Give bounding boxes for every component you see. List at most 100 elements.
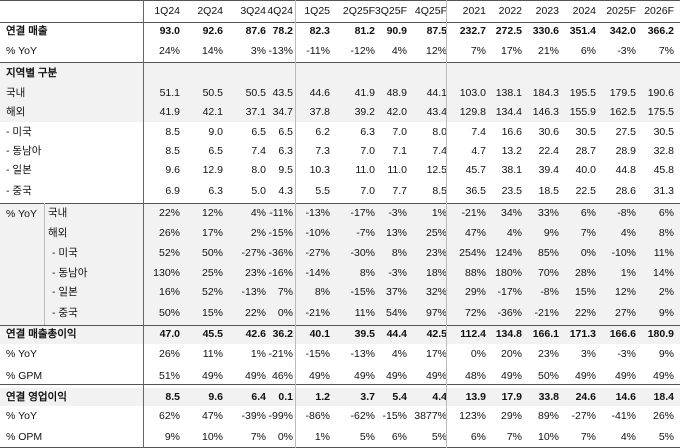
value-cell: 49% bbox=[500, 370, 522, 382]
value-cell: 8% bbox=[314, 286, 330, 298]
value-cell: 1% bbox=[431, 207, 447, 219]
value-cell: 180.9 bbox=[647, 328, 674, 340]
value-cell: 272.5 bbox=[495, 25, 522, 37]
value-cell: 103.0 bbox=[459, 87, 486, 99]
value-cell: -39% bbox=[241, 410, 266, 422]
us-yoy-row: - 미국 52% 50% -27% -36% -27% -30% 8% 23% 254% 124% 8… bbox=[0, 243, 680, 263]
value-cell: -41% bbox=[611, 410, 636, 422]
value-cell: 37.1 bbox=[245, 106, 266, 118]
value-cell: 33% bbox=[537, 207, 559, 219]
header-cell: 2025F bbox=[606, 5, 636, 17]
value-cell: 54% bbox=[385, 307, 407, 319]
value-cell: 43.4 bbox=[426, 106, 447, 118]
value-cell: 20% bbox=[500, 348, 522, 360]
value-cell: 49% bbox=[308, 370, 330, 382]
value-cell: 32% bbox=[425, 286, 447, 298]
header-cell: 4Q24 bbox=[267, 5, 293, 17]
column-divider bbox=[446, 0, 447, 448]
header-cell: 4Q25F bbox=[414, 5, 447, 17]
value-cell: 16% bbox=[158, 286, 180, 298]
value-cell: 3% bbox=[580, 348, 596, 360]
value-cell: 4% bbox=[620, 431, 636, 443]
value-cell: 27% bbox=[614, 307, 636, 319]
value-cell: 29% bbox=[464, 286, 486, 298]
china-yoy-row: - 중국 50% 15% 22% 0% -21% 11% 54% 97% 72% -36% -21% 2… bbox=[0, 302, 680, 325]
header-cell: 2022 bbox=[498, 5, 522, 17]
value-cell: 0% bbox=[277, 431, 293, 443]
row-label: % OPM bbox=[6, 431, 43, 443]
value-cell: 34% bbox=[500, 207, 522, 219]
value-cell: 28.6 bbox=[615, 185, 636, 197]
value-cell: 22% bbox=[158, 207, 180, 219]
value-cell: 138.1 bbox=[495, 87, 522, 99]
value-cell: -27% bbox=[571, 410, 596, 422]
value-cell: -17% bbox=[350, 207, 375, 219]
value-cell bbox=[634, 62, 674, 84]
value-cell: 44.8 bbox=[615, 164, 636, 176]
group-divider bbox=[44, 203, 45, 325]
value-cell: 26% bbox=[158, 348, 180, 360]
value-cell: 15% bbox=[201, 307, 223, 319]
value-cell: 8.5 bbox=[165, 145, 180, 157]
value-cell: 7.0 bbox=[392, 126, 407, 138]
value-cell: 26% bbox=[652, 410, 674, 422]
value-cell: 5.5 bbox=[315, 185, 330, 197]
value-cell: 40.1 bbox=[309, 328, 330, 340]
value-cell: 7.4 bbox=[471, 126, 486, 138]
row-label: - 중국 bbox=[6, 185, 32, 197]
value-cell: 130% bbox=[153, 267, 180, 279]
value-cell: 195.5 bbox=[569, 87, 596, 99]
row-label: - 일본 bbox=[6, 164, 32, 176]
value-cell: 7.1 bbox=[392, 145, 407, 157]
value-cell: 41.9 bbox=[354, 87, 375, 99]
value-cell: 134.4 bbox=[495, 106, 522, 118]
value-cell: 12% bbox=[201, 207, 223, 219]
value-cell: 10.3 bbox=[309, 164, 330, 176]
value-cell: 49% bbox=[201, 370, 223, 382]
value-cell: 1% bbox=[314, 431, 330, 443]
value-cell: 5.0 bbox=[251, 185, 266, 197]
value-cell: 18% bbox=[425, 267, 447, 279]
value-cell: 162.5 bbox=[609, 106, 636, 118]
us-row: - 미국 8.5 9.0 6.5 6.5 6.2 6.3 7.0 8.0 7.4 16.6 30.6 3… bbox=[0, 122, 680, 142]
value-cell: 7% bbox=[658, 45, 674, 57]
value-cell: 3877% bbox=[414, 410, 447, 422]
header-cell: 2026F bbox=[644, 5, 674, 17]
value-cell bbox=[525, 62, 559, 84]
value-cell: 0.1 bbox=[278, 391, 293, 403]
row-label: 연결 영업이익 bbox=[6, 391, 67, 403]
value-cell: -14% bbox=[305, 267, 330, 279]
value-cell: 11% bbox=[202, 348, 223, 360]
value-cell: 23% bbox=[537, 348, 559, 360]
value-cell: 3.7 bbox=[360, 391, 375, 403]
value-cell: 12.5 bbox=[426, 164, 447, 176]
header-cell: 2024 bbox=[572, 5, 596, 17]
value-cell bbox=[189, 62, 223, 84]
value-cell: 7% bbox=[470, 45, 486, 57]
value-cell: 43.5 bbox=[272, 87, 293, 99]
value-cell: 155.9 bbox=[569, 106, 596, 118]
value-cell: 6% bbox=[470, 431, 486, 443]
value-cell: 42.0 bbox=[386, 106, 407, 118]
value-cell: -15% bbox=[305, 348, 330, 360]
value-cell: 7.0 bbox=[360, 145, 375, 157]
value-cell: 51.1 bbox=[159, 87, 180, 99]
row-label: 연결 매출 bbox=[6, 25, 48, 37]
value-cell: 42.5 bbox=[426, 328, 447, 340]
value-cell: 44.6 bbox=[309, 87, 330, 99]
value-cell: 184.3 bbox=[532, 87, 559, 99]
value-cell: 45.7 bbox=[465, 164, 486, 176]
value-cell: -27% bbox=[305, 247, 330, 259]
header-cell: 3Q25F bbox=[374, 5, 407, 17]
row-divider bbox=[0, 325, 680, 326]
value-cell: 9.6 bbox=[165, 164, 180, 176]
value-cell: 175.5 bbox=[647, 106, 674, 118]
value-cell: 52% bbox=[158, 247, 180, 259]
value-cell: 8% bbox=[359, 267, 375, 279]
value-cell: 6.3 bbox=[278, 145, 293, 157]
value-cell: 123% bbox=[459, 410, 486, 422]
value-cell: 6.9 bbox=[165, 185, 180, 197]
gp-yoy-row: % YoY 26% 11% 1% -21% -15% -13% 4% 17% 0% 20% 23% 3%… bbox=[0, 344, 680, 364]
value-cell: -13% bbox=[305, 207, 330, 219]
value-cell bbox=[365, 62, 407, 84]
